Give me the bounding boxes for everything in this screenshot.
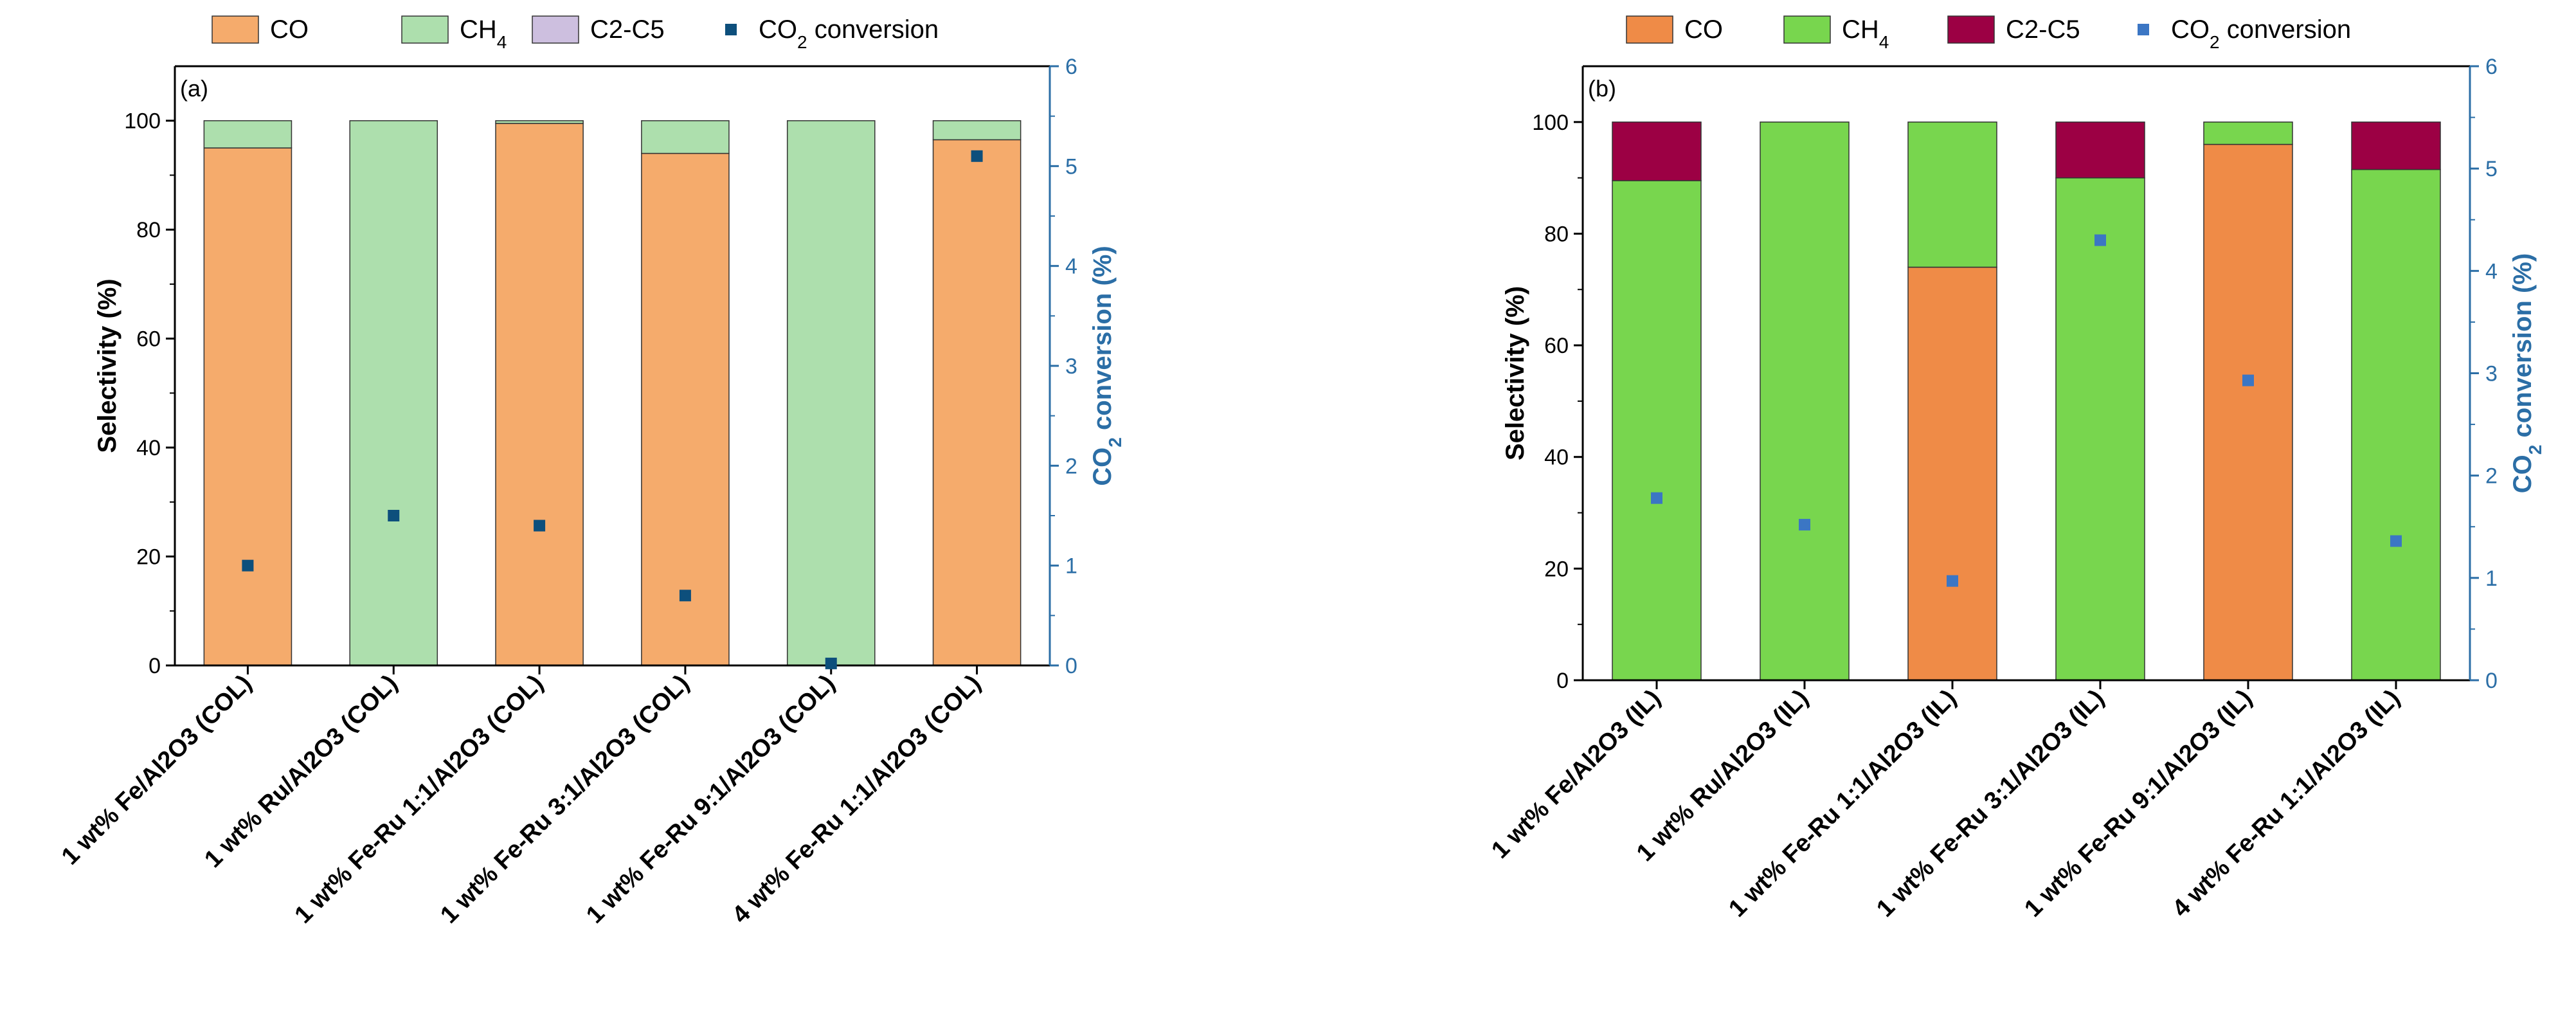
y2-tick-label: 4 [1065,255,1077,279]
legend-swatch-ch4 [401,15,449,44]
bar-ch4-1 [203,120,293,149]
co2-conversion-point-2 [388,510,400,521]
y2-tick-label: 6 [1065,55,1077,79]
x-category-label: 1 wt% Fe-Ru 3:1/Al2O3 (COL) [435,670,694,929]
y-tick-label: 80 [1544,222,1569,246]
y-tick-label: 20 [1544,557,1569,581]
legend-swatch-ch4 [1783,15,1831,44]
bar-co-4 [641,152,730,666]
x-category-label: 1 wt% Fe-Ru 9:1/Al2O3 (COL) [581,670,840,929]
y-tick-label: 40 [1544,446,1569,470]
legend-label-co: CO [270,15,309,44]
bar-ch4-4 [641,120,730,154]
legend-label-ch4: CH4 [1842,15,1889,52]
bar-ch4-5 [786,120,876,666]
legend-swatch-c2-c5 [532,15,579,44]
legend-label-c2-c5: C2-C5 [590,15,665,44]
y-tick-label: 80 [136,218,161,242]
co2-conversion-point-4 [2094,234,2106,246]
co2-conversion-point-6 [2390,535,2402,547]
y2-tick-label: 5 [1065,154,1077,179]
x-category-label: 1 wt% Ru/Al2O3 (IL) [1632,685,1814,867]
y2-tick-label: 5 [2485,157,2498,181]
legend-marker-co2 [725,24,737,35]
bar-ch4-4 [2055,177,2145,681]
co2-conversion-point-5 [825,657,837,669]
y2-tick-label: 6 [2485,55,2498,79]
panel-label: (a) [180,75,208,102]
bar-c2-c5-4 [2055,122,2145,179]
y2-tick-label: 3 [2485,362,2498,386]
legend-swatch-c2-c5 [1947,15,1995,44]
y2-tick-label: 2 [1065,454,1077,478]
y2-tick-label: 0 [2485,669,2498,693]
x-category-label: 1 wt% Fe/Al2O3 (IL) [1486,685,1666,864]
y-tick-label: 20 [136,545,161,570]
bar-co-1 [203,147,293,666]
y2-tick-label: 2 [2485,464,2498,489]
y-tick-label: 60 [1544,334,1569,358]
y-tick-label: 0 [149,654,161,678]
legend-label-co2-conversion: CO2 conversion [2171,15,2351,52]
bar-co-3 [495,123,584,666]
y-axis-title: Selectivity (%) [93,278,122,453]
co2-conversion-point-3 [1947,575,1958,587]
chart-panel-b: 0 20 40 60 80 100 0 1 2 3 4 5 6 1 wt% Fe/Al2O3 (IL)1 … [1486,15,2544,923]
bar-co-6 [932,139,1022,666]
bar-ch4-2 [1760,122,1850,681]
co2-conversion-point-1 [242,559,254,572]
legend-label-co: CO [1684,15,1723,44]
bar-ch4-2 [349,120,438,666]
y-tick-label: 100 [1532,111,1569,135]
y-tick-label: 100 [124,109,161,134]
y-tick-label: 60 [136,327,161,352]
co2-conversion-point-2 [1799,519,1810,531]
y2-tick-label: 4 [2485,259,2498,284]
bar-co-5 [2203,143,2293,681]
co2-conversion-point-4 [679,590,691,602]
legend-swatch-co [212,15,259,44]
bar-co-3 [1907,266,1997,681]
y-axis-title: Selectivity (%) [1501,286,1529,460]
y-tick-label: 40 [136,436,161,460]
legend-label-c2-c5: C2-C5 [2006,15,2080,44]
bar-ch4-3 [1907,122,1997,268]
y2-tick-label: 0 [1065,654,1077,678]
x-category-label: 4 wt% Fe-Ru 1:1/Al2O3 (COL) [727,670,986,929]
bar-ch4-3 [495,120,584,124]
legend-label-co2-conversion: CO2 conversion [759,15,939,52]
legend-marker-co2 [2138,24,2149,35]
co2-conversion-point-6 [971,150,983,162]
bar-ch4-1 [1612,180,1702,681]
bar-ch4-6 [932,120,1022,141]
legend-swatch-co [1626,15,1673,44]
panel-label: (b) [1588,75,1616,102]
bar-ch4-5 [2203,122,2293,145]
co2-conversion-point-5 [2242,374,2254,386]
y2-tick-label: 1 [1065,554,1077,579]
y-tick-label: 0 [1556,669,1569,693]
y2-axis-title: CO2 conversion (%) [1088,246,1125,485]
bar-c2-c5-1 [1612,122,1702,181]
y2-tick-label: 1 [2485,566,2498,591]
y2-tick-label: 3 [1065,354,1077,379]
bar-ch4-6 [2351,168,2441,681]
y2-axis-title: CO2 conversion (%) [2508,253,2545,493]
x-category-label: 1 wt% Fe-Ru 1:1/Al2O3 (COL) [290,670,549,929]
legend-label-ch4: CH4 [460,15,507,52]
bar-c2-c5-6 [2351,122,2441,170]
co2-conversion-point-3 [534,520,546,532]
co2-conversion-point-1 [1651,492,1662,504]
